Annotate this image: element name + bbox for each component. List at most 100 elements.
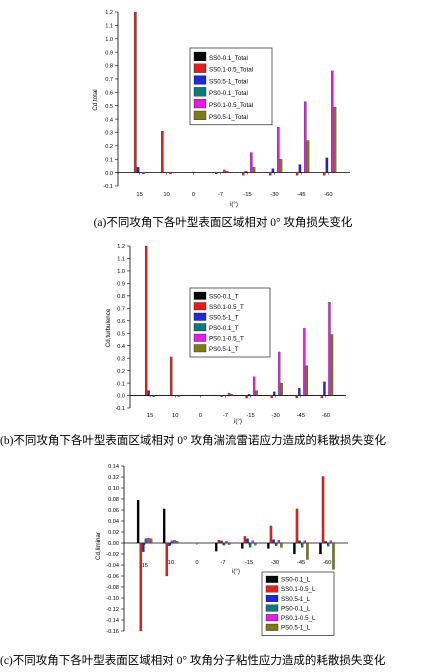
- y-tick-label: 0.1: [117, 381, 125, 387]
- y-tick-label: 0.2: [117, 369, 125, 375]
- legend-swatch: [266, 624, 278, 631]
- bar: [137, 167, 139, 172]
- y-tick-label: 0.2: [105, 144, 113, 150]
- bar: [330, 541, 332, 543]
- x-axis-label: i(°): [234, 418, 242, 425]
- bar: [145, 246, 147, 396]
- bar: [178, 396, 180, 397]
- y-tick-label: -0.14: [106, 618, 119, 624]
- legend-swatch: [194, 292, 206, 300]
- bar: [246, 539, 248, 543]
- legend-label: SS0.5-1_L: [281, 596, 311, 603]
- bar: [173, 540, 175, 543]
- bar: [275, 543, 277, 546]
- legend-swatch: [194, 324, 206, 332]
- bar: [176, 541, 178, 543]
- bar: [277, 127, 279, 173]
- x-tick-label: -30: [270, 192, 278, 198]
- bar: [241, 543, 243, 549]
- bar: [153, 396, 155, 397]
- bar: [307, 140, 309, 172]
- bar: [278, 352, 280, 396]
- legend-label: PS0.1-0.5_L: [281, 615, 316, 622]
- y-tick-label: -0.10: [106, 596, 119, 602]
- x-tick-label: -30: [271, 560, 279, 566]
- bar: [269, 173, 271, 176]
- legend-swatch: [194, 313, 206, 321]
- bar: [293, 543, 295, 554]
- y-tick-label: -0.16: [106, 629, 119, 635]
- y-tick-label: 1.1: [117, 257, 125, 263]
- y-tick-label: 0.00: [108, 541, 119, 547]
- legend-label: PS0.5-1_T: [209, 346, 239, 353]
- y-tick-label: 0.7: [117, 307, 125, 313]
- bar: [319, 543, 321, 554]
- bar: [215, 173, 217, 174]
- bar: [145, 539, 147, 543]
- bar: [256, 391, 258, 396]
- x-tick-label: -30: [271, 413, 279, 419]
- bar: [303, 328, 305, 395]
- bar: [170, 357, 172, 396]
- legend-label: SS0.5-1_Total: [209, 78, 248, 85]
- legend-swatch: [266, 576, 278, 583]
- bar: [296, 396, 298, 398]
- y-tick-label: 1.0: [117, 269, 125, 275]
- bar: [140, 543, 142, 631]
- chart-c-svg: 0.14 0.12 0.10 0.08 0.06 0.04 0.02 0.00 -0.02 -0.…: [0, 456, 446, 651]
- bar: [242, 173, 244, 176]
- bar: [304, 102, 306, 173]
- x-tick-label: -45: [297, 413, 305, 419]
- y-tick-label: 0.0: [117, 394, 125, 400]
- bar: [334, 107, 336, 173]
- y-tick-label: 0.08: [108, 497, 119, 503]
- bar: [137, 500, 139, 543]
- chart-b-svg: 1.2 1.1 1.0 0.9 0.8 0.7 0.6 0.5 0.4 0.3 0.2 0.1 0.0 -…: [0, 232, 446, 430]
- legend-label: PS0.1-0.5_Total: [209, 102, 253, 109]
- chart-panel-b: 1.2 1.1 1.0 0.9 0.8 0.7 0.6 0.5 0.4 0.3 0.2 0.1 0.0 -…: [0, 232, 446, 454]
- chart-a-svg: 1.2 1.1 1.0 0.9 0.8 0.7 0.6 0.5 0.4 0.3 0.2 0.1 0.0 -…: [0, 0, 446, 214]
- bar: [306, 366, 308, 396]
- y-tick-label: -0.06: [106, 574, 119, 580]
- bar: [278, 540, 280, 543]
- x-tick-label: 0: [192, 192, 195, 198]
- x-tick-label: -60: [322, 413, 330, 419]
- bar: [296, 173, 298, 176]
- legend-swatch: [194, 64, 206, 73]
- bar: [148, 391, 150, 396]
- bar: [142, 543, 144, 552]
- bar: [299, 541, 301, 543]
- legend-label: PS0-0.1_L: [281, 605, 311, 612]
- legend-label: SS0-0.1_T: [209, 294, 239, 301]
- bar: [299, 165, 301, 173]
- bar: [331, 71, 333, 173]
- bar: [281, 383, 283, 395]
- bar: [321, 396, 323, 398]
- bar: [328, 302, 330, 395]
- bar: [168, 543, 170, 546]
- y-tick-label: 1.1: [105, 24, 113, 30]
- chart-panel-a: 1.2 1.1 1.0 0.9 0.8 0.7 0.6 0.5 0.4 0.3 0.2 0.1 0.0 -…: [0, 0, 446, 240]
- legend-swatch: [266, 586, 278, 593]
- legend-label: PS0.5-1_Total: [209, 114, 248, 121]
- legend-swatch: [194, 52, 206, 61]
- bar: [245, 171, 247, 172]
- x-tick-label: 0: [199, 413, 202, 419]
- y-tick-label: 0.8: [117, 294, 125, 300]
- bar: [326, 158, 328, 173]
- x-tick-label: 15: [142, 563, 148, 569]
- x-tick-label: -45: [297, 192, 305, 198]
- bar: [270, 526, 272, 543]
- bar: [325, 541, 327, 543]
- bar: [150, 539, 152, 543]
- bar: [296, 509, 298, 543]
- y-axis-label: Cd,turbulence: [105, 308, 112, 347]
- y-tick-label: 0.12: [108, 475, 119, 481]
- bar: [267, 543, 269, 549]
- bar: [252, 541, 254, 543]
- x-tick-label: -15: [245, 560, 253, 566]
- x-tick-label: -45: [297, 560, 305, 566]
- y-tick-label: -0.1: [103, 184, 113, 190]
- y-tick-label: -0.04: [106, 563, 119, 569]
- y-tick-label: 0.06: [108, 508, 119, 514]
